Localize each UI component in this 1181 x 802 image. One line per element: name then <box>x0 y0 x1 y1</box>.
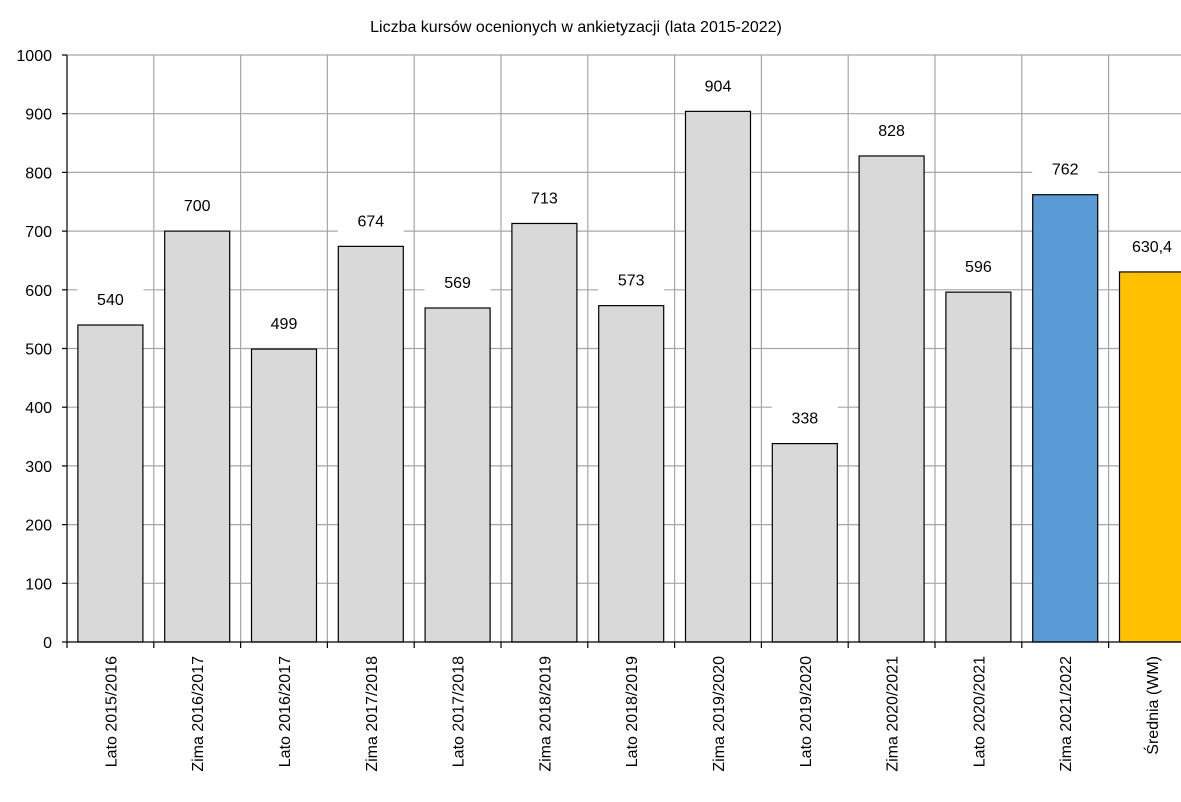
x-tick-labels: Lato 2015/2016 Zima 2016/2017 Lato 2016/20… <box>103 656 1162 772</box>
data-label: 573 <box>618 273 645 290</box>
data-label: 904 <box>705 78 732 95</box>
y-tick-label: 300 <box>25 459 52 476</box>
y-tick-label: 800 <box>25 165 52 182</box>
data-labels: 540 700 499 674 569 713 573 904 338 828 596 762 630,… <box>77 73 1181 430</box>
x-tick-label: Zima 2016/2017 <box>190 656 207 772</box>
data-label: 828 <box>878 123 905 140</box>
data-label: 338 <box>791 411 818 428</box>
bar <box>1032 194 1099 643</box>
bar <box>164 230 231 643</box>
x-tick-label: Lato 2019/2020 <box>798 656 815 767</box>
x-tick-label: Lato 2016/2017 <box>277 656 294 767</box>
y-tick-label: 0 <box>43 635 52 652</box>
bar <box>511 222 578 643</box>
bars-group <box>77 110 1181 643</box>
y-tick-label: 200 <box>25 518 52 535</box>
bar <box>945 291 1012 643</box>
data-label-background <box>251 311 317 336</box>
x-tick-label: Zima 2018/2019 <box>537 656 554 772</box>
y-tick-label: 1000 <box>16 48 52 65</box>
data-label: 499 <box>271 316 298 333</box>
data-label-background <box>424 269 491 294</box>
data-label: 762 <box>1052 162 1079 179</box>
x-tick-label: Lato 2015/2016 <box>103 656 120 767</box>
x-tick-label: Zima 2017/2018 <box>364 656 381 772</box>
data-label-background <box>337 208 404 233</box>
data-label: 596 <box>965 259 992 276</box>
x-tick-label: Zima 2021/2022 <box>1058 656 1075 772</box>
bar <box>337 245 404 643</box>
chart-title: Liczba kursów ocenionych w ankietyzacji … <box>370 19 782 36</box>
data-label-background <box>771 405 838 430</box>
data-label-background <box>77 287 144 312</box>
data-label: 674 <box>357 213 384 230</box>
x-tick-label: Lato 2017/2018 <box>451 656 468 767</box>
bar <box>858 155 925 643</box>
data-label: 630,4 <box>1132 239 1172 256</box>
bar <box>1118 271 1181 643</box>
bar <box>77 324 144 643</box>
bar <box>424 307 491 643</box>
data-label: 569 <box>444 275 471 292</box>
y-tick-labels: 0 100 200 300 400 500 600 700 800 900 1000 <box>16 48 52 652</box>
y-tick-label: 500 <box>25 342 52 359</box>
data-label-background <box>685 73 751 98</box>
x-tick-label: Lato 2020/2021 <box>971 656 988 767</box>
data-label-background <box>858 117 925 142</box>
data-label: 713 <box>531 190 558 207</box>
data-label: 700 <box>184 198 211 215</box>
axes <box>62 54 1181 648</box>
data-label-background <box>511 185 578 210</box>
data-label-background <box>1119 233 1181 258</box>
y-tick-label: 400 <box>25 400 52 417</box>
data-label-background <box>945 254 1012 279</box>
x-tick-label: Zima 2020/2021 <box>885 656 902 772</box>
data-label-background <box>1032 156 1099 181</box>
bar <box>250 348 318 643</box>
y-tick-label: 900 <box>25 107 52 124</box>
x-tick-label: Lato 2018/2019 <box>624 656 641 767</box>
data-label-background <box>164 193 231 218</box>
bar <box>771 442 838 643</box>
x-tick-label: Średnia (WM) <box>1143 656 1162 755</box>
data-label: 540 <box>97 292 124 309</box>
x-tick-label: Zima 2019/2020 <box>711 656 728 772</box>
data-label-background <box>598 267 665 292</box>
y-tick-label: 600 <box>25 283 52 300</box>
y-tick-label: 700 <box>25 224 52 241</box>
bar <box>598 305 665 643</box>
bar <box>684 110 752 643</box>
y-tick-label: 100 <box>25 576 52 593</box>
